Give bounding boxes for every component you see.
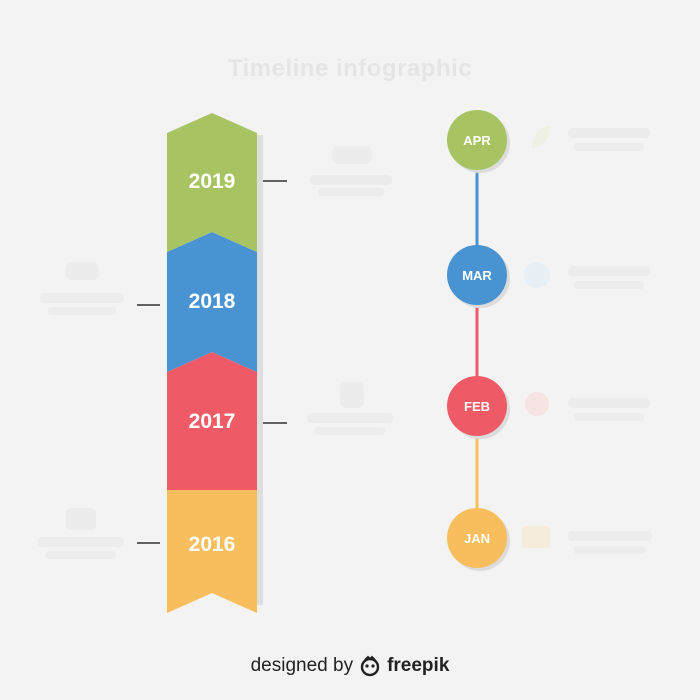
presentation-icon [522, 526, 550, 548]
ghost-text [568, 266, 650, 276]
year-segment-2019: 2019 [167, 113, 257, 252]
month-circle [447, 508, 507, 568]
ghost-icon [340, 382, 364, 408]
ghost-placeholders-right [568, 128, 652, 554]
month-label: FEB [464, 399, 490, 414]
year-segment-2016: 2016 [167, 470, 257, 613]
freepik-brand-link[interactable]: freepik [387, 655, 450, 676]
ribbon-shadow [255, 135, 263, 605]
footer-credit: designed by freepik [0, 655, 700, 677]
ghost-icon [66, 508, 96, 530]
year-segment-2017: 2017 [167, 352, 257, 490]
ghost-text [568, 531, 652, 541]
ghost-text [568, 128, 650, 138]
footer-prefix: designed by [250, 655, 354, 676]
freepik-logo-icon[interactable] [359, 655, 381, 677]
month-node-mar: MAR [447, 245, 510, 308]
year-label: 2016 [189, 533, 236, 556]
month-circle [447, 376, 507, 436]
month-circle [447, 245, 507, 305]
infographic-title: Timeline infographic [227, 55, 473, 82]
ghost-text [318, 188, 384, 196]
ghost-text [46, 551, 116, 559]
ghost-icon [332, 146, 372, 164]
ghost-text [574, 143, 644, 151]
ghost-text [315, 427, 385, 435]
ghost-text [307, 413, 393, 423]
ghost-placeholders-left [38, 146, 393, 559]
ghost-text [40, 293, 124, 303]
year-label: 2019 [189, 170, 236, 193]
ghost-text [38, 537, 124, 547]
ghost-text [48, 307, 116, 315]
year-segment-2018: 2018 [167, 232, 257, 372]
month-node-jan: JAN [447, 508, 510, 571]
year-label: 2017 [189, 410, 236, 433]
target-icon [525, 392, 549, 416]
ghost-text [574, 413, 644, 421]
ghost-text [568, 398, 650, 408]
ghost-text [574, 281, 644, 289]
leaf-icon [532, 126, 550, 148]
month-node-feb: FEB [447, 376, 510, 439]
year-label: 2018 [189, 290, 236, 313]
month-node-apr: APR [447, 110, 510, 173]
month-circle [447, 110, 507, 170]
ghost-text [310, 175, 392, 185]
month-label: JAN [464, 531, 490, 546]
globe-icon [524, 262, 550, 288]
month-label: MAR [462, 268, 492, 283]
ghost-text [574, 546, 646, 554]
ghost-icon [65, 262, 99, 280]
month-label: APR [463, 133, 491, 148]
